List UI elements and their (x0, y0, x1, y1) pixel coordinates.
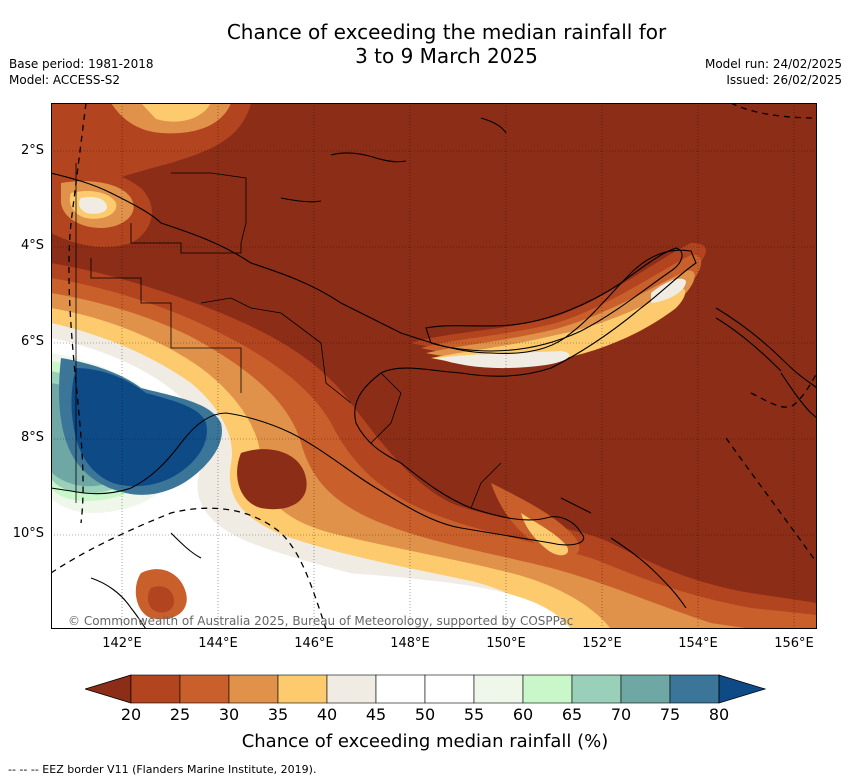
eez-border-south (51, 507, 327, 629)
base-period-label: Base period: 1981-2018 (9, 57, 154, 71)
colorbar-cell (326, 674, 377, 704)
colorbar-tick: 70 (610, 705, 632, 724)
lon-label-146e: 146°E (294, 636, 334, 651)
lat-label-8s: 8°S (20, 430, 44, 445)
colorbar-title: Chance of exceeding median rainfall (%) (241, 731, 609, 752)
map-title-line1: Chance of exceeding the median rainfall … (226, 20, 667, 44)
lon-label-154e: 154°E (678, 636, 718, 651)
colorbar-tick: 20 (120, 705, 142, 724)
colorbar-cell (571, 674, 622, 704)
lat-label-2s: 2°S (20, 143, 44, 158)
coastline-bougainville (780, 372, 817, 419)
eez-footnote: -- -- -- EEZ border V11 (Flanders Marine… (8, 763, 317, 776)
eez-border-east (725, 372, 817, 564)
colorbar-cell (424, 674, 475, 704)
colorbar-tick: 55 (463, 705, 485, 724)
colorbar-cell (522, 674, 573, 704)
model-run-label: Model run: 24/02/2025 (704, 57, 842, 71)
map-title: Chance of exceeding the median rainfall … (0, 20, 850, 68)
colorbar-tick: 50 (414, 705, 436, 724)
colorbar-tick: 65 (561, 705, 583, 724)
colorbar-tick: 60 (512, 705, 534, 724)
lat-label-10s: 10°S (12, 526, 44, 541)
eez-border-north (730, 103, 817, 119)
colorbar (85, 674, 767, 704)
colorbar-cell (179, 674, 230, 704)
meta-right: Model run: 24/02/2025 Issued: 26/02/2025 (705, 56, 842, 88)
colorbar-cell (375, 674, 426, 704)
colorbar-tick: 30 (218, 705, 240, 724)
lon-label-148e: 148°E (390, 636, 430, 651)
coastline-australia (90, 532, 202, 629)
colorbar-cell (277, 674, 328, 704)
colorbar-cell (620, 674, 671, 704)
colorbar-cell (669, 674, 720, 704)
colorbar-cell (130, 674, 181, 704)
coastline-new-britain (425, 247, 683, 352)
meta-left: Base period: 1981-2018 Model: ACCESS-S2 (9, 56, 154, 88)
eez-border-west (68, 103, 87, 524)
lon-label-150e: 150°E (486, 636, 526, 651)
coastline-new-guinea (51, 172, 697, 546)
lon-label-142e: 142°E (102, 636, 142, 651)
colorbar-tick: 80 (708, 705, 730, 724)
colorbar-tick: 40 (316, 705, 338, 724)
lon-label-156e: 156°E (774, 636, 814, 651)
coastline-new-ireland (715, 307, 817, 389)
map-credit: © Commonwealth of Australia 2025, Bureau… (68, 614, 574, 628)
coastline-north-islands (280, 117, 507, 203)
colorbar-tick: 35 (267, 705, 289, 724)
colorbar-extend-high (718, 674, 767, 704)
lon-label-144e: 144°E (198, 636, 238, 651)
lon-label-152e: 152°E (582, 636, 622, 651)
rainfall-map (51, 103, 817, 629)
field-wet-core (71, 368, 207, 487)
colorbar-cell (473, 674, 524, 704)
colorbar-tick: 25 (169, 705, 191, 724)
model-label: Model: ACCESS-S2 (9, 73, 121, 87)
issued-label: Issued: 26/02/2025 (726, 73, 842, 87)
lat-label-4s: 4°S (20, 238, 44, 253)
colorbar-tick: 45 (365, 705, 387, 724)
colorbar-cell (228, 674, 279, 704)
colorbar-tick: 75 (659, 705, 681, 724)
map-title-line2: 3 to 9 March 2025 (355, 44, 538, 68)
colorbar-extend-low (85, 674, 132, 704)
lat-label-6s: 6°S (20, 334, 44, 349)
coastline-islands-southeast (560, 497, 687, 609)
